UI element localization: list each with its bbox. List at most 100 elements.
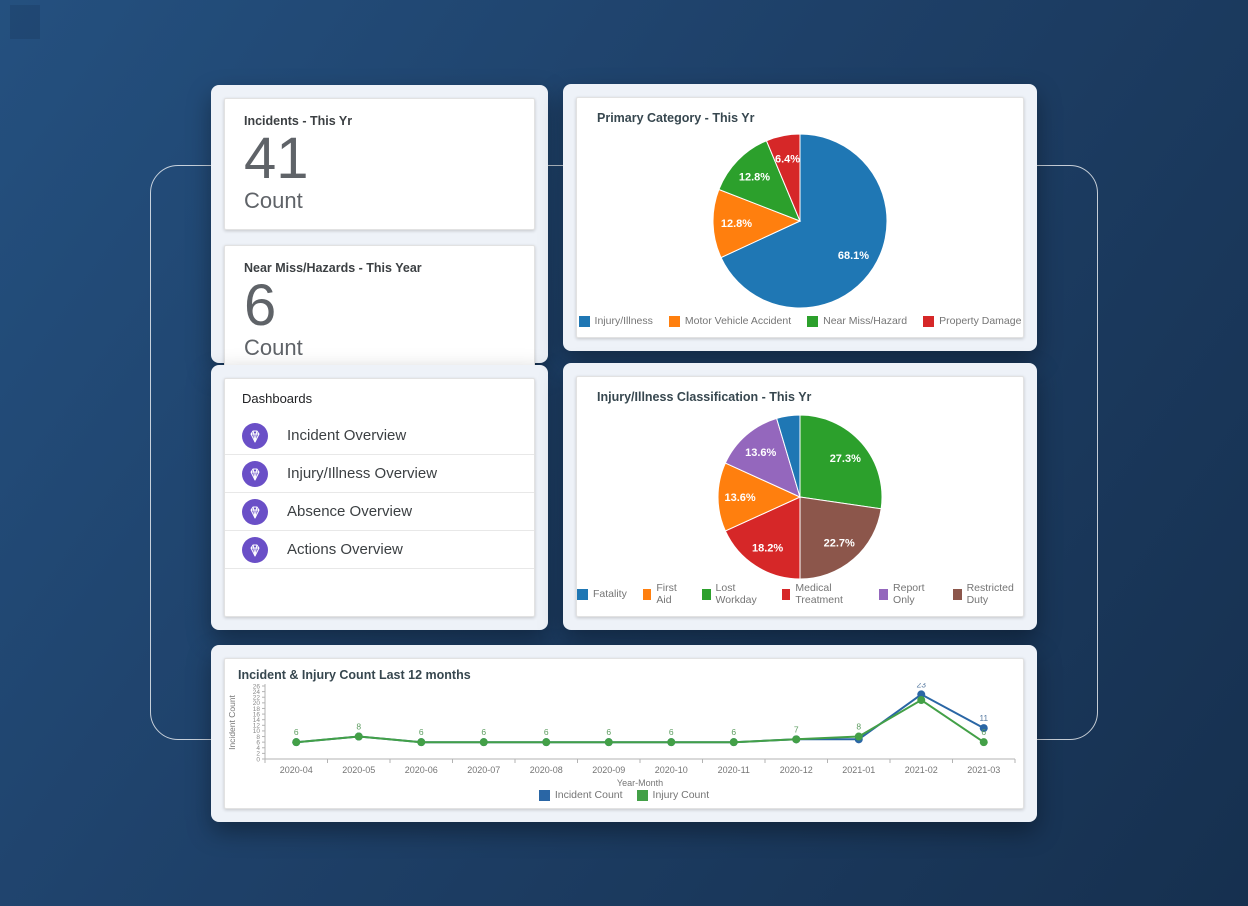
legend-item: Property Damage: [923, 315, 1021, 327]
kpi-card-group: Incidents - This Yr 41 Count Near Miss/H…: [211, 85, 548, 378]
y-tick-label: 14: [253, 717, 261, 724]
legend-item: Injury/Illness: [578, 315, 653, 327]
legend-item: Near Miss/Hazard: [807, 315, 907, 327]
legend-item: Medical Treatment: [781, 582, 864, 606]
y-tick-label: 24: [253, 689, 261, 696]
primary-category-card-container: Primary Category - This Yr 68.1% 12.8% 12.…: [563, 84, 1037, 351]
pie-slice-injury-illness: [720, 133, 888, 309]
sidebar-item-incident-overview[interactable]: Incident Overview: [225, 417, 534, 455]
primary-category-pie-chart: 68.1% 12.8% 12.8% 6.4%: [712, 133, 888, 309]
chart-title: Incident & Injury Count Last 12 months: [238, 668, 471, 682]
legend-swatch: [701, 588, 711, 600]
legend-swatch: [879, 588, 889, 600]
y-tick-label: 2: [256, 751, 260, 758]
pie-slice-label: 13.6%: [745, 447, 776, 459]
pie-slice-label: 27.3%: [830, 453, 861, 465]
pie-slice-label: 68.1%: [838, 250, 869, 262]
pie-slice-restricted-duty: [799, 496, 882, 580]
legend-item: Motor Vehicle Accident: [668, 315, 792, 327]
series-line-injury-count: [296, 698, 985, 744]
primary-category-card: Primary Category - This Yr 68.1% 12.8% 12.…: [576, 97, 1024, 338]
data-point-label: 6: [981, 727, 986, 737]
pie-slice-fatality: [776, 414, 801, 498]
data-point-label: 6: [419, 727, 424, 737]
chart-title: Primary Category - This Yr: [597, 111, 755, 125]
legend-label: Injury Count: [652, 789, 710, 801]
trend-card: Incident & Injury Count Last 12 months 0…: [224, 658, 1024, 809]
kpi-unit: Count: [244, 335, 303, 361]
chart-title: Injury/Illness Classification - This Yr: [597, 390, 812, 404]
y-axis-title: Incident Count: [227, 694, 237, 749]
legend-label: Restricted Duty: [966, 582, 1014, 606]
legend-item: Report Only: [879, 582, 936, 606]
dashboards-card: Dashboards Incident Overview Injury/Illn…: [224, 378, 535, 617]
kpi-value: 6: [244, 273, 277, 339]
data-point-label: 7: [794, 724, 799, 734]
x-tick-label: 2020-09: [592, 765, 625, 775]
legend-label: Medical Treatment: [795, 582, 843, 606]
x-tick-label: 2020-08: [530, 765, 563, 775]
legend-swatch: [577, 588, 588, 600]
data-point-label: 6: [669, 727, 674, 737]
data-point: [417, 738, 426, 747]
data-point-label: 6: [294, 727, 299, 737]
pie-slice-label: 12.8%: [739, 172, 770, 184]
gem-icon: [242, 460, 268, 487]
data-point-label: 8: [356, 722, 361, 732]
dashboards-card-container: Dashboards Incident Overview Injury/Illn…: [211, 365, 548, 630]
sidebar-item-injury-illness-overview[interactable]: Injury/Illness Overview: [225, 455, 534, 493]
injury-classification-card: Injury/Illness Classification - This Yr …: [576, 376, 1024, 617]
data-point-label: 8: [856, 722, 861, 732]
gem-icon: [242, 422, 268, 449]
corner-accent: [10, 5, 40, 39]
x-axis-title: Year-Month: [617, 778, 663, 788]
legend-swatch: [578, 315, 590, 327]
injury-classification-card-container: Injury/Illness Classification - This Yr …: [563, 363, 1037, 630]
legend-swatch: [538, 789, 550, 801]
x-tick-label: 2020-04: [280, 765, 313, 775]
data-point: [979, 724, 988, 733]
y-tick-label: 12: [253, 723, 261, 730]
y-tick-label: 10: [253, 728, 261, 735]
data-point-label: 6: [606, 727, 611, 737]
kpi-title: Incidents - This Yr: [244, 114, 353, 128]
x-tick-label: 2021-02: [905, 765, 938, 775]
data-point: [479, 738, 488, 747]
dashboards-title: Dashboards: [242, 391, 313, 406]
pie-slice-label: 13.6%: [724, 492, 755, 504]
x-tick-label: 2020-06: [405, 765, 438, 775]
pie-slice-report-only: [724, 417, 801, 498]
dashboard-link-label: Injury/Illness Overview: [287, 465, 438, 482]
y-tick-label: 18: [253, 706, 261, 713]
data-point: [542, 738, 551, 747]
y-tick-label: 16: [253, 711, 261, 718]
legend-label: Lost Workday: [715, 582, 757, 606]
kpi-title: Near Miss/Hazards - This Year: [244, 261, 422, 276]
data-point: [917, 696, 926, 705]
pie-slice-label: 6.4%: [775, 154, 800, 166]
legend-label: Incident Count: [554, 789, 623, 801]
sidebar-item-actions-overview[interactable]: Actions Overview: [225, 531, 534, 569]
data-point: [792, 735, 801, 744]
legend-label: Fatality: [593, 588, 627, 600]
legend-swatch: [668, 315, 680, 327]
sidebar-item-absence-overview[interactable]: Absence Overview: [225, 493, 534, 531]
chart-legend: Fatality First Aid Lost Workday Medical Tre…: [577, 582, 1023, 606]
legend-swatch: [807, 315, 819, 327]
chart-legend: Injury/Illness Motor Vehicle Accident Near…: [577, 315, 1023, 327]
pie-slice-lost-workday: [799, 414, 883, 510]
kpi-value: 41: [244, 126, 309, 191]
legend-label: Injury/Illness: [594, 315, 653, 327]
legend-label: Near Miss/Hazard: [823, 315, 908, 327]
legend-label: Motor Vehicle Accident: [684, 315, 792, 327]
data-point: [604, 738, 613, 747]
legend-swatch: [642, 588, 652, 600]
pie-slice-near-miss-hazard: [718, 140, 801, 222]
x-tick-label: 2021-03: [967, 765, 1000, 775]
legend-label: Property Damage: [939, 315, 1022, 327]
data-point: [917, 690, 926, 699]
y-tick-label: 6: [256, 739, 260, 746]
gem-icon: [242, 536, 268, 563]
